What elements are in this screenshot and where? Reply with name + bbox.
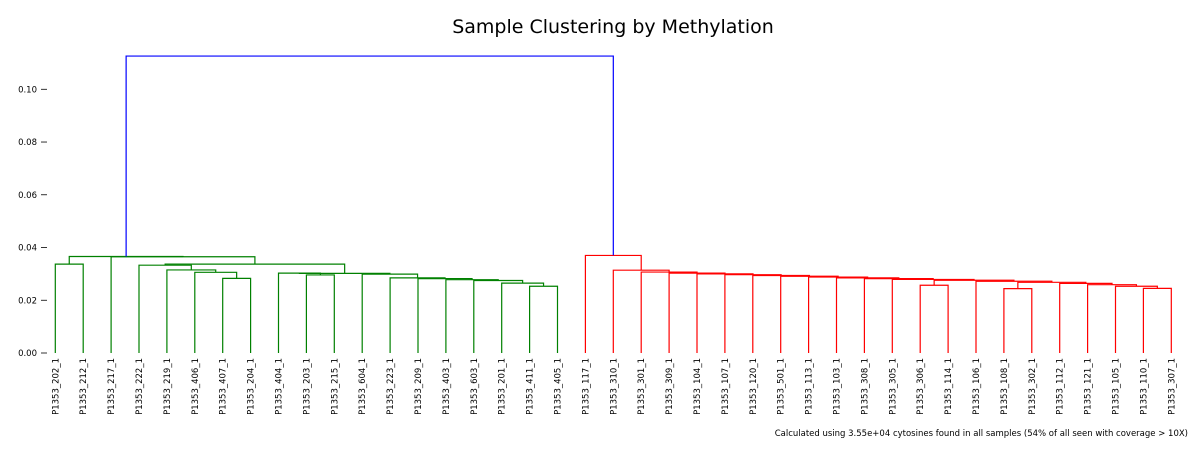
link-gA1 bbox=[54, 263, 84, 353]
leaf-label: P1353_204_1 bbox=[247, 358, 257, 415]
dendrogram-links bbox=[54, 55, 1172, 353]
leaf-label: P1353_209_1 bbox=[414, 358, 424, 415]
link-r10 bbox=[863, 278, 934, 353]
leaf-label: P1353_305_1 bbox=[888, 358, 898, 415]
y-tick-label: 0.08 bbox=[18, 138, 37, 148]
link-r18 bbox=[1086, 284, 1138, 353]
leaf-label: P1353_117_1 bbox=[581, 358, 591, 415]
link-gB3 bbox=[194, 271, 238, 353]
link-r16 bbox=[1003, 288, 1033, 353]
footnote: Calculated using 3.55e+04 cytosines foun… bbox=[775, 429, 1188, 439]
leaf-label: P1353_411_1 bbox=[526, 358, 536, 415]
leaf-label: P1353_307_1 bbox=[1167, 358, 1177, 415]
link-r11 bbox=[891, 278, 975, 353]
link-gTop bbox=[68, 255, 184, 265]
leaf-label: P1353_306_1 bbox=[916, 358, 926, 415]
leaf-label: P1353_120_1 bbox=[749, 358, 759, 415]
leaf-label: P1353_107_1 bbox=[721, 358, 731, 415]
leaf-label: P1353_103_1 bbox=[833, 358, 843, 415]
link-r7 bbox=[780, 275, 839, 353]
y-tick-label: 0.06 bbox=[18, 191, 37, 201]
leaf-label: P1353_202_1 bbox=[51, 358, 61, 415]
leaf-label: P1353_201_1 bbox=[498, 358, 508, 415]
link-gB1 bbox=[138, 264, 192, 353]
y-tick-label: 0.04 bbox=[18, 244, 37, 254]
leaf-label: P1353_108_1 bbox=[1000, 358, 1010, 415]
leaf-label: P1353_501_1 bbox=[777, 358, 787, 415]
link-r13 bbox=[919, 284, 949, 353]
link-r20 bbox=[1142, 287, 1172, 353]
leaf-labels: P1353_202_1 P1353_212_1 P1353_217_1 P1353_2… bbox=[51, 358, 1177, 415]
link-gD8 bbox=[528, 285, 559, 353]
leaf-label: P1353_112_1 bbox=[1056, 358, 1066, 415]
leaf-label: P1353_310_1 bbox=[609, 358, 619, 415]
link-gB4 bbox=[222, 277, 252, 353]
leaf-label: P1353_603_1 bbox=[470, 358, 480, 415]
y-tick-label: 0.02 bbox=[18, 296, 37, 306]
link-gY bbox=[110, 256, 256, 353]
chart-title: Sample Clustering by Methylation bbox=[452, 16, 774, 38]
leaf-label: P1353_406_1 bbox=[191, 358, 201, 415]
link-gD7 bbox=[501, 282, 545, 353]
y-tick-label: 0.10 bbox=[18, 85, 37, 95]
leaf-label: P1353_604_1 bbox=[358, 358, 368, 415]
leaf-label: P1353_309_1 bbox=[665, 358, 675, 415]
leaf-label: P1353_308_1 bbox=[860, 358, 870, 415]
leaf-label: P1353_110_1 bbox=[1139, 358, 1149, 415]
link-gX bbox=[164, 263, 346, 274]
leaf-label: P1353_302_1 bbox=[1028, 358, 1038, 415]
leaf-label: P1353_114_1 bbox=[944, 358, 954, 415]
link-r17 bbox=[1059, 282, 1113, 353]
link-gC2 bbox=[277, 272, 321, 353]
y-tick-label: 0.00 bbox=[18, 349, 37, 359]
leaf-label: P1353_212_1 bbox=[79, 358, 89, 415]
leaf-label: P1353_121_1 bbox=[1084, 358, 1094, 415]
leaf-label: P1353_223_1 bbox=[386, 358, 396, 415]
leaf-label: P1353_203_1 bbox=[302, 358, 312, 415]
link-r9 bbox=[835, 277, 900, 353]
link-root bbox=[125, 55, 614, 257]
link-r14 bbox=[975, 280, 1053, 353]
y-axis: 0.00 0.02 0.04 0.06 0.08 0.10 bbox=[18, 85, 47, 359]
leaf-label: P1353_222_1 bbox=[135, 358, 145, 415]
leaf-label: P1353_407_1 bbox=[219, 358, 229, 415]
link-r19 bbox=[1114, 285, 1158, 353]
link-gD5 bbox=[445, 279, 499, 353]
link-gC3 bbox=[305, 274, 335, 353]
link-gB2 bbox=[166, 269, 217, 353]
leaf-label: P1353_403_1 bbox=[442, 358, 452, 415]
leaf-label: P1353_106_1 bbox=[972, 358, 982, 415]
leaf-label: P1353_215_1 bbox=[330, 358, 340, 415]
leaf-label: P1353_405_1 bbox=[554, 358, 564, 415]
leaf-label: P1353_105_1 bbox=[1112, 358, 1122, 415]
link-r8 bbox=[807, 276, 869, 353]
link-gD6 bbox=[473, 279, 524, 353]
leaf-label: P1353_217_1 bbox=[107, 358, 117, 415]
leaf-label: P1353_301_1 bbox=[637, 358, 647, 415]
leaf-label: P1353_404_1 bbox=[275, 358, 285, 415]
leaf-label: P1353_113_1 bbox=[805, 358, 815, 415]
leaf-label: P1353_219_1 bbox=[163, 358, 173, 415]
link-gD4 bbox=[417, 278, 473, 353]
leaf-label: P1353_104_1 bbox=[693, 358, 703, 415]
